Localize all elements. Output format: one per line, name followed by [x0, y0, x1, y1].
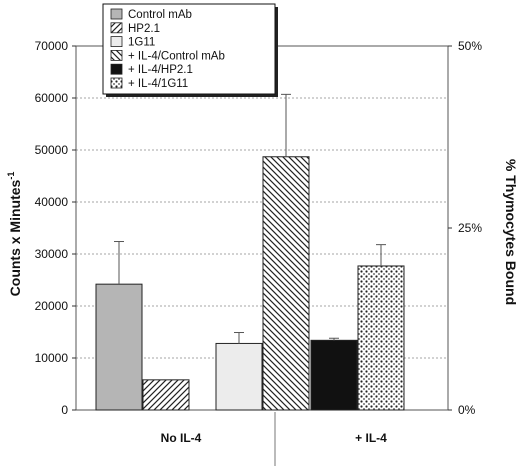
right-tick-label: 25% — [458, 221, 482, 235]
left-tick-label: 40000 — [35, 195, 69, 209]
left-axis-title: Counts x Minutes-1 — [6, 172, 23, 297]
legend-label: HP2.1 — [128, 23, 160, 35]
legend-label: + IL-4/1G11 — [128, 78, 188, 90]
legend-label: Control mAb — [128, 9, 192, 21]
bar-6 — [357, 265, 405, 411]
right-tick-label: 50% — [458, 39, 482, 53]
legend-swatch — [110, 22, 123, 34]
category-label: + IL-4 — [355, 431, 387, 445]
category-label: No IL-4 — [161, 431, 202, 445]
legend-label: + IL-4/HP2.1 — [128, 64, 193, 76]
bar-1 — [95, 283, 143, 411]
left-tick-label: 10000 — [35, 351, 69, 365]
left-tick-label: 30000 — [35, 247, 69, 261]
legend-swatch — [110, 50, 123, 61]
legend-box — [102, 3, 276, 95]
left-tick-label: 0 — [61, 403, 68, 417]
axis-labels: 0 10000 20000 30000 40000 50000 60000 70000 0% 25… — [6, 39, 519, 445]
legend-swatch — [110, 36, 123, 47]
legend: Control mAb HP2.1 1G11+ IL-4/Control mAb + … — [102, 3, 278, 97]
left-tick-label: 70000 — [35, 39, 69, 53]
left-tick-label: 60000 — [35, 91, 69, 105]
bar-4 — [262, 156, 310, 411]
legend-swatch — [110, 63, 123, 75]
legend-swatch — [110, 77, 123, 89]
bar-5 — [310, 339, 358, 411]
legend-swatch — [110, 8, 123, 20]
bar-2 — [142, 379, 190, 411]
legend-label: + IL-4/Control mAb — [128, 50, 225, 62]
bar-3 — [215, 342, 263, 411]
left-tick-label: 20000 — [35, 299, 69, 313]
legend-label: 1G11 — [128, 37, 155, 49]
right-tick-label: 0% — [458, 403, 476, 417]
left-tick-label: 50000 — [35, 143, 69, 157]
bars — [95, 93, 405, 411]
right-axis-title: % Thymocytes Bound — [503, 159, 519, 305]
